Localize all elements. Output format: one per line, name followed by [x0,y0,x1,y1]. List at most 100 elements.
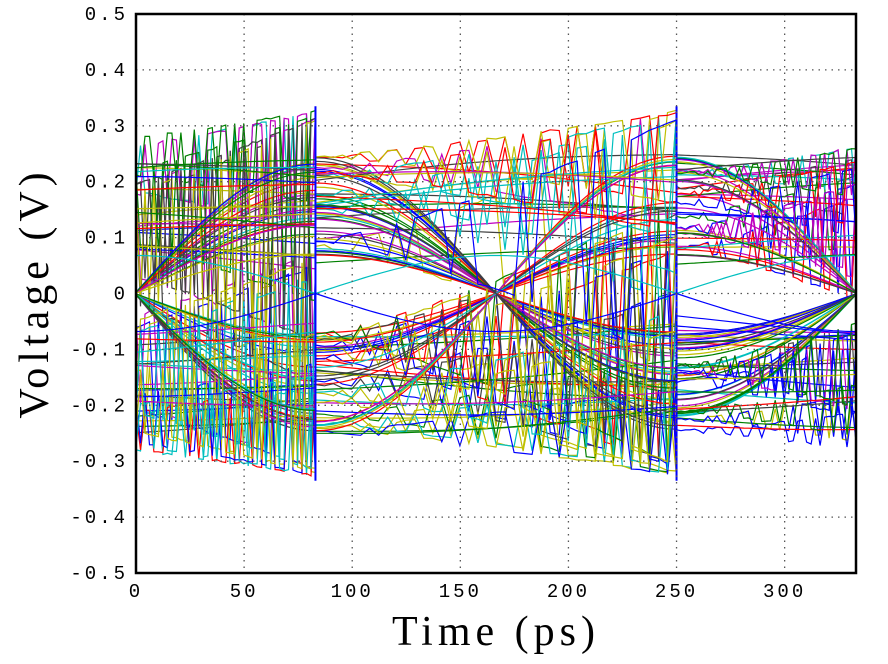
signal-trace [315,119,677,340]
signal-trace [676,156,856,171]
signal-trace [136,293,316,348]
signal-trace [315,370,677,383]
signal-trace [315,213,677,240]
signal-trace [136,294,316,411]
y-tick-label: -0.3 [70,451,128,473]
signal-trace [676,249,856,294]
signal-trace [676,232,856,294]
x-tick-label: 150 [439,581,482,603]
signal-trace [315,312,678,470]
signal-trace [136,213,316,224]
signal-trace [136,322,316,335]
signal-trace [136,189,316,293]
signal-trace [676,293,856,395]
signal-trace [315,381,678,477]
y-axis-ticks: 0.5 0.4 0.3 0.2 0.1 0 -0.1 -0.2 -0.3 -0.4 -0.5 [70,4,128,585]
signal-trace [676,193,856,201]
grid-lines [136,14,856,573]
signal-trace [676,293,856,338]
signal-trace [136,253,316,294]
signal-trace [136,224,316,294]
x-axis-label: Time (ps) [392,609,600,655]
signal-trace [676,346,856,418]
signal-trace [136,117,316,339]
y-tick-label: -0.2 [70,395,128,417]
signal-trace [136,110,316,202]
signal-trace [136,188,316,195]
signal-traces [136,106,856,481]
signal-trace [136,204,316,294]
signal-trace [676,389,856,393]
signal-trace [136,293,316,380]
signal-trace [315,207,677,224]
signal-trace [136,293,316,368]
signal-trace [136,294,316,420]
signal-trace [136,293,316,354]
signal-trace [676,207,856,294]
y-tick-label: 0.3 [85,116,128,138]
signal-trace [676,179,856,293]
x-tick-label: 250 [655,581,698,603]
signal-trace [315,206,677,219]
signal-trace [315,124,677,274]
signal-trace [676,195,856,207]
x-tick-label: 300 [763,581,806,603]
signal-trace [676,424,856,431]
y-tick-label: -0.4 [70,507,128,529]
eye-boundary-trace [136,292,316,333]
signal-trace [315,118,677,226]
signal-trace [136,183,316,191]
signal-trace [315,112,677,227]
signal-trace [136,331,316,353]
signal-trace [676,148,856,196]
x-tick-label: 0 [129,581,143,603]
signal-trace [136,333,316,470]
signal-trace [136,276,317,469]
signal-trace [136,171,316,293]
signal-trace [676,294,856,400]
signal-trace [136,209,316,294]
y-tick-label: 0.4 [85,60,128,82]
signal-trace [676,417,856,429]
signal-trace [676,174,856,181]
signal-trace [676,293,856,335]
signal-trace [676,293,856,356]
eye-boundary-trace [315,292,677,333]
signal-trace [676,293,856,359]
signal-trace [136,222,316,228]
signal-trace [315,354,678,473]
y-tick-label: 0.2 [85,172,128,194]
signal-trace [315,330,677,465]
signal-trace [676,245,856,294]
signal-trace [136,331,316,346]
signal-trace [676,293,856,346]
signal-trace [136,262,316,469]
signal-trace [136,374,316,386]
x-axis-ticks: 0 50 100 150 200 250 300 [129,581,806,603]
signal-trace [315,172,677,181]
signal-trace [136,293,316,342]
signal-trace [676,253,856,265]
signal-trace [315,213,677,460]
y-tick-label: 0 [114,284,128,306]
y-tick-label: 0.5 [85,4,128,26]
signal-trace [676,293,856,341]
signal-trace [676,294,856,415]
y-tick-label: 0.1 [85,228,128,250]
y-tick-label: -0.5 [70,563,128,585]
signal-trace [136,117,316,302]
signal-trace [676,357,856,369]
signal-trace [676,293,856,369]
signal-trace [676,237,856,242]
signal-trace [136,159,316,169]
x-tick-label: 200 [547,581,590,603]
signal-trace [676,315,856,335]
x-tick-label: 100 [331,581,374,603]
signal-trace [136,375,316,472]
signal-trace [315,359,677,391]
signal-trace [315,166,677,205]
signal-trace [136,211,316,229]
signal-trace [315,406,677,416]
signal-trace [136,363,317,474]
